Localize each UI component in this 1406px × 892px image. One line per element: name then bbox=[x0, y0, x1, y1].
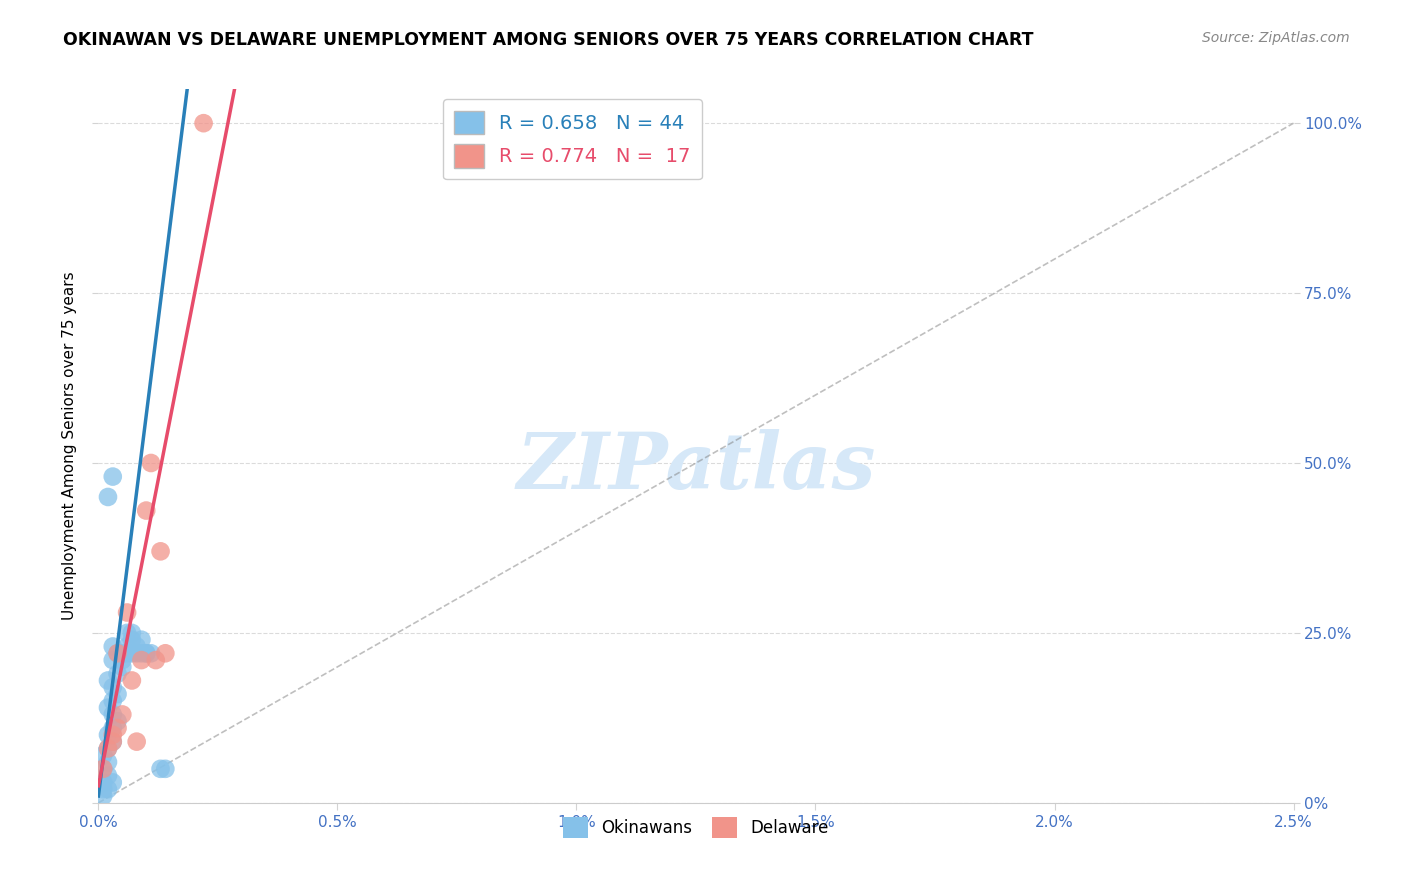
Point bbox=[97, 782, 120, 797]
Point bbox=[135, 503, 157, 517]
Point bbox=[139, 456, 162, 470]
Point bbox=[101, 694, 124, 708]
Point bbox=[91, 762, 114, 776]
Point bbox=[193, 116, 215, 130]
Point bbox=[91, 782, 114, 797]
Point bbox=[91, 748, 114, 763]
Point bbox=[115, 626, 138, 640]
Point bbox=[91, 789, 114, 803]
Point bbox=[107, 721, 129, 735]
Point bbox=[107, 646, 129, 660]
Point bbox=[107, 687, 129, 701]
Legend: Okinawans, Delaware: Okinawans, Delaware bbox=[557, 811, 835, 845]
Point bbox=[111, 646, 134, 660]
Text: Source: ZipAtlas.com: Source: ZipAtlas.com bbox=[1202, 31, 1350, 45]
Point bbox=[125, 646, 148, 660]
Text: ZIPatlas: ZIPatlas bbox=[516, 429, 876, 506]
Point bbox=[111, 660, 134, 674]
Point bbox=[155, 762, 177, 776]
Y-axis label: Unemployment Among Seniors over 75 years: Unemployment Among Seniors over 75 years bbox=[62, 272, 77, 620]
Point bbox=[91, 775, 114, 789]
Point bbox=[135, 646, 157, 660]
Point bbox=[101, 728, 124, 742]
Point bbox=[131, 632, 153, 647]
Point bbox=[121, 673, 143, 688]
Point bbox=[135, 646, 157, 660]
Point bbox=[101, 775, 124, 789]
Point bbox=[97, 490, 120, 504]
Point bbox=[97, 741, 120, 756]
Point bbox=[101, 721, 124, 735]
Point bbox=[91, 762, 114, 776]
Point bbox=[131, 646, 153, 660]
Point bbox=[125, 640, 148, 654]
Point bbox=[121, 632, 143, 647]
Point bbox=[97, 673, 120, 688]
Point bbox=[107, 714, 129, 729]
Point bbox=[101, 680, 124, 694]
Point bbox=[97, 769, 120, 783]
Point bbox=[149, 544, 172, 558]
Point bbox=[97, 755, 120, 769]
Point bbox=[97, 741, 120, 756]
Point bbox=[97, 728, 120, 742]
Text: OKINAWAN VS DELAWARE UNEMPLOYMENT AMONG SENIORS OVER 75 YEARS CORRELATION CHART: OKINAWAN VS DELAWARE UNEMPLOYMENT AMONG … bbox=[63, 31, 1033, 49]
Point bbox=[139, 646, 162, 660]
Point bbox=[149, 762, 172, 776]
Point bbox=[101, 707, 124, 722]
Point bbox=[101, 734, 124, 748]
Point bbox=[131, 653, 153, 667]
Point bbox=[121, 626, 143, 640]
Point bbox=[97, 700, 120, 714]
Point bbox=[111, 707, 134, 722]
Point bbox=[111, 653, 134, 667]
Point bbox=[101, 640, 124, 654]
Point bbox=[125, 734, 148, 748]
Point bbox=[107, 666, 129, 681]
Point bbox=[115, 646, 138, 660]
Point bbox=[115, 606, 138, 620]
Point bbox=[101, 653, 124, 667]
Point bbox=[101, 469, 124, 483]
Point bbox=[121, 646, 143, 660]
Point bbox=[155, 646, 177, 660]
Point bbox=[145, 653, 167, 667]
Point bbox=[107, 646, 129, 660]
Point bbox=[101, 734, 124, 748]
Point bbox=[115, 640, 138, 654]
